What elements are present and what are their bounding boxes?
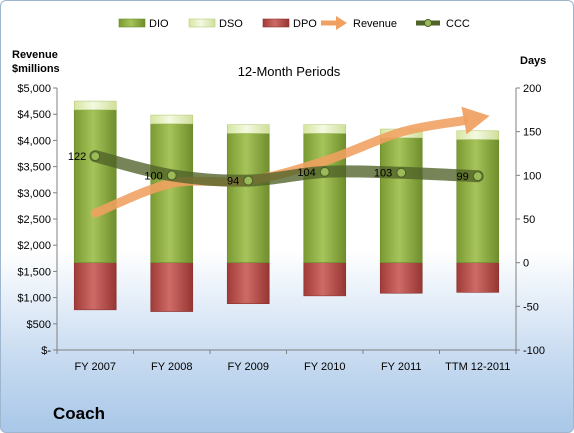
right-axis-label: Days xyxy=(520,55,546,67)
dso-bar xyxy=(456,130,500,140)
ccc-point xyxy=(243,175,254,186)
right-tick-label: -100 xyxy=(523,345,545,357)
right-tick-label: 0 xyxy=(523,258,529,270)
x-tick-label: FY 2010 xyxy=(304,361,345,373)
right-tick-label: -50 xyxy=(523,301,539,313)
dpo-bar xyxy=(226,262,270,305)
legend-label-ccc: CCC xyxy=(446,18,470,30)
legend-label-dso: DSO xyxy=(219,18,243,30)
left-axis-label-line1: Revenue xyxy=(12,49,58,61)
legend-item-dio: DIO xyxy=(118,18,169,30)
dio-bar xyxy=(73,109,117,263)
ccc-line xyxy=(89,150,484,187)
x-tick-label: FY 2008 xyxy=(151,361,192,373)
dso-bar xyxy=(226,124,270,134)
right-tick-label: 50 xyxy=(523,214,535,226)
ccc-data-label: 103 xyxy=(374,168,392,180)
dso-bar xyxy=(73,100,117,111)
left-tick-label: $2,500 xyxy=(17,214,51,226)
legend-swatch-revenue-head xyxy=(336,16,347,30)
ccc-point xyxy=(166,170,177,181)
left-tick-label: $2,000 xyxy=(17,240,51,252)
dio-bar xyxy=(226,133,270,263)
legend-item-dso: DSO xyxy=(188,18,243,30)
left-tick-label: $5,000 xyxy=(17,83,51,95)
ccc-series: 122 100 94 104 103 99 xyxy=(68,150,484,188)
ccc-data-label: 122 xyxy=(68,151,86,163)
axes: $- $500 $1,000 $1,500 $2,000 $2,500 $3,000 $3,5… xyxy=(17,83,545,373)
ccc-data-label: 94 xyxy=(227,176,239,188)
dpo-bar xyxy=(456,262,500,293)
ccc-point xyxy=(472,171,483,182)
dso-bar xyxy=(303,124,347,134)
legend-item-dpo: DPO xyxy=(262,18,317,30)
left-tick-label: $- xyxy=(41,345,51,357)
legend-swatch-ccc-marker xyxy=(424,19,432,27)
left-axis-label-line2: $millions xyxy=(12,63,60,75)
revenue-arrowhead xyxy=(461,106,490,135)
bars xyxy=(73,100,500,312)
x-tick-label: FY 2007 xyxy=(75,361,116,373)
left-tick-label: $3,500 xyxy=(17,162,51,174)
ccc-data-label: 99 xyxy=(457,171,469,183)
legend-label-revenue: Revenue xyxy=(353,18,397,30)
ccc-point xyxy=(319,166,330,177)
legend-item-revenue: Revenue xyxy=(321,16,397,30)
dio-bar xyxy=(150,123,194,263)
left-tick-label: $3,000 xyxy=(17,188,51,200)
company-name: Coach xyxy=(53,404,105,423)
dio-bar xyxy=(379,137,423,263)
ccc-data-label: 104 xyxy=(297,167,315,179)
right-tick-label: 200 xyxy=(523,83,541,95)
left-tick-label: $1,000 xyxy=(17,293,51,305)
left-tick-label: $4,500 xyxy=(17,109,51,121)
legend-label-dio: DIO xyxy=(149,18,169,30)
dpo-bar xyxy=(73,262,117,311)
legend-item-ccc: CCC xyxy=(416,18,470,30)
left-tick-label: $1,500 xyxy=(17,266,51,278)
left-tick-label: $4,000 xyxy=(17,135,51,147)
legend: DIO DSO DPO Revenue CCC xyxy=(118,16,470,30)
dpo-bar xyxy=(303,262,347,297)
x-tick-label: FY 2011 xyxy=(381,361,422,373)
legend-swatch-dpo xyxy=(262,18,290,28)
chart-title: 12-Month Periods xyxy=(238,64,341,79)
right-tick-label: 100 xyxy=(523,170,541,182)
legend-label-dpo: DPO xyxy=(293,18,317,30)
dpo-bar xyxy=(379,262,423,294)
left-tick-label: $500 xyxy=(27,319,51,331)
legend-swatch-dso xyxy=(188,18,216,28)
right-tick-label: 150 xyxy=(523,127,541,139)
x-tick-label: TTM 12-2011 xyxy=(445,361,510,373)
dio-bar xyxy=(456,139,500,263)
ccc-data-label: 100 xyxy=(144,170,162,182)
legend-swatch-dio xyxy=(118,18,146,28)
dso-bar xyxy=(150,114,194,125)
x-tick-label: FY 2009 xyxy=(228,361,269,373)
ccc-point xyxy=(396,167,407,178)
ccc-point xyxy=(90,151,101,162)
dpo-bar xyxy=(150,262,194,312)
